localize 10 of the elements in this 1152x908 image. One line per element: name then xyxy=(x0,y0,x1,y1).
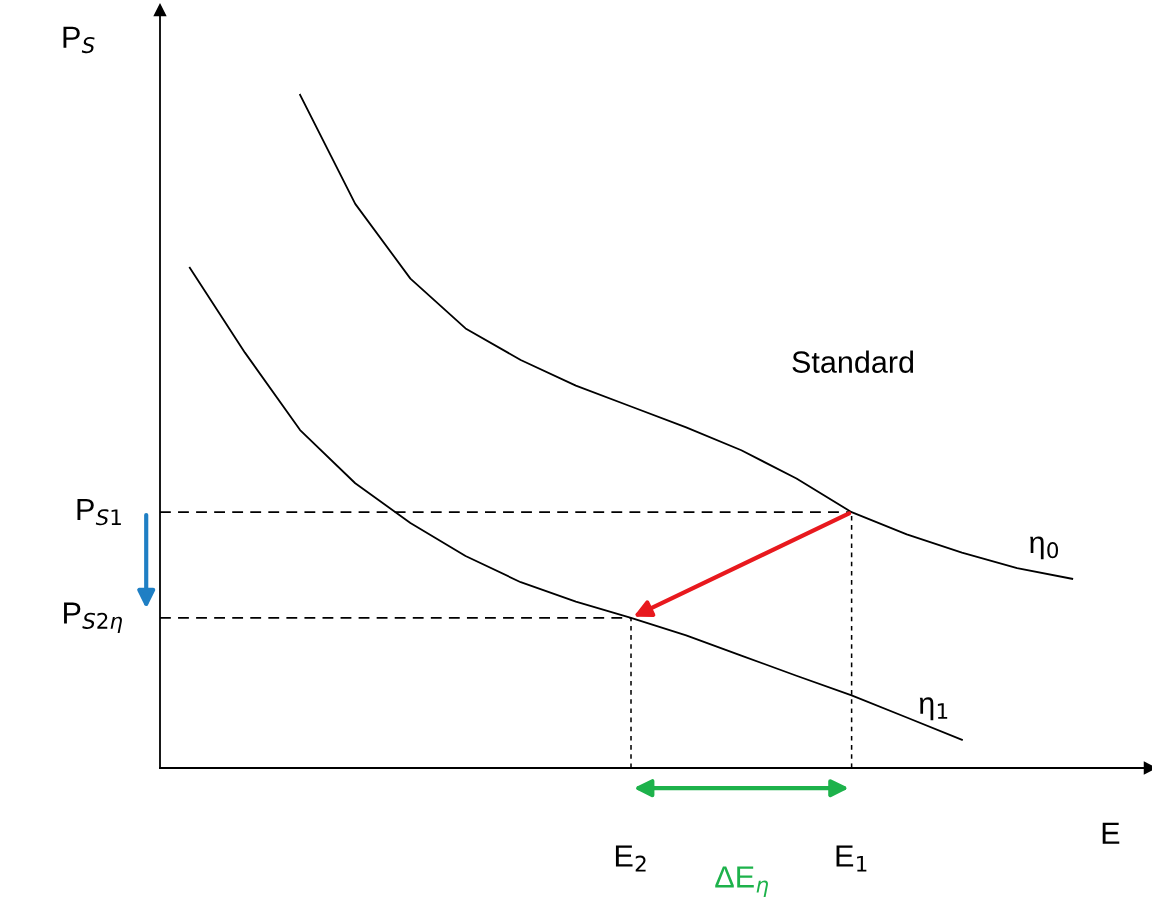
series-label: η$_{1}$ xyxy=(919,697,948,721)
x-tick-label: E$_{2}$ xyxy=(615,845,646,872)
x-axis-title: E xyxy=(1102,822,1120,844)
ref-line-label: P$_{S2η}$ xyxy=(64,602,122,634)
ref-line-label: P$_{S1}$ xyxy=(77,499,121,526)
series-label: η$_{0}$ xyxy=(1030,536,1059,560)
x-tick-label: E$_{1}$ xyxy=(836,845,867,872)
y-axis-title: P$_{S}$ xyxy=(63,26,95,54)
text: ΔE$_{η}$ xyxy=(715,866,768,897)
annotation: Standard xyxy=(792,350,914,373)
